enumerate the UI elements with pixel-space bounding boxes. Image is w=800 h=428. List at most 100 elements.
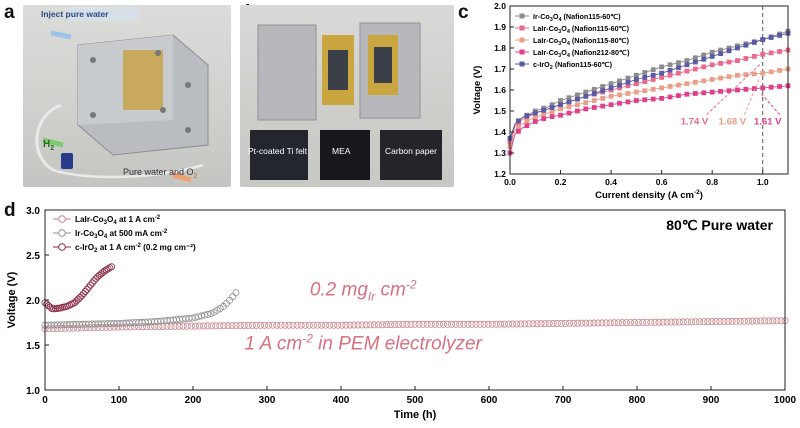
chart-d-point (545, 320, 553, 328)
chart-d-loading-annotation: 0.2 mgIr cm-2 (310, 278, 417, 304)
chart-d-point (570, 319, 578, 327)
chart-c-series-line (509, 49, 789, 143)
chart-d-point (370, 321, 378, 329)
chart-c-point (574, 102, 580, 108)
chart-d-point (643, 318, 651, 326)
chart-c-point (574, 108, 580, 114)
chart-c-point (768, 84, 774, 90)
chart-c-point (608, 81, 614, 87)
chart-c-point (684, 91, 690, 97)
chart-d-point (252, 321, 260, 329)
chart-d-point (647, 318, 655, 326)
chart-d-point (521, 320, 529, 328)
chart-c-point (566, 99, 572, 105)
chart-c-point (650, 86, 656, 92)
chart-d-point (509, 320, 517, 328)
chart-c-point (642, 79, 648, 84)
chart-d-point (472, 320, 480, 328)
chart-c-point (566, 95, 572, 101)
chart-c-point (583, 93, 589, 99)
chart-c-point (684, 81, 690, 87)
chart-c-point (516, 124, 521, 130)
chart-c-point (751, 54, 757, 59)
chart-d-point (305, 321, 313, 329)
chart-d-point (61, 324, 69, 332)
chart-d-point (761, 317, 769, 325)
chart-d-point (171, 322, 179, 330)
chart-c-annotation-arrow (759, 91, 781, 115)
chart-d-point (586, 319, 594, 327)
chart-c-annotation-label: 1.74 V (681, 117, 709, 128)
chart-c-point (718, 75, 724, 81)
chart-d-point (553, 319, 561, 327)
chart-d-point (90, 324, 98, 332)
chart-c-legend-marker (519, 49, 525, 55)
chart-c-point (709, 77, 715, 82)
chart-d-point (232, 322, 240, 330)
chart-d-point (208, 322, 216, 330)
chart-d-point (236, 322, 244, 330)
chart-d-point (692, 318, 700, 326)
chart-d-point (46, 303, 54, 311)
chart-d-condition: 80℃ Pure water (666, 217, 773, 233)
chart-c-point (566, 104, 572, 110)
chart-c-point (591, 105, 597, 110)
chart-d-point (194, 313, 202, 321)
chart-c-xtick-label: 0.4 (605, 177, 617, 187)
chart-d-point (452, 320, 460, 328)
chart-c-legend-entry: c-IrO2 (Nafion115-60℃) (533, 60, 613, 71)
chart-d-point (191, 322, 199, 330)
chart-d-point (74, 324, 82, 332)
chart-c-xtick-label: 0.6 (656, 177, 668, 187)
chart-c-point (608, 93, 614, 99)
chart-d-point (700, 318, 708, 326)
chart-c-point (558, 98, 563, 103)
chart-d-legend-entry: c-IrO2 at 1 A cm-2 (0.2 mg cm⁻²) (75, 243, 196, 254)
chart-c-legend-marker (519, 37, 525, 43)
chart-d-point (216, 322, 224, 330)
chart-c-point (760, 85, 766, 91)
chart-d-point (322, 321, 330, 329)
chart-c-point (735, 45, 740, 51)
chart-c-ytick-label: 1.7 (494, 64, 506, 74)
chart-d-point (748, 317, 756, 325)
chart-d-point (606, 319, 614, 327)
chart-c-point (667, 68, 673, 73)
chart-c-point (524, 123, 530, 129)
chart-c-point (684, 58, 690, 63)
chart-c-point (532, 114, 538, 120)
electrolyzer-illustration (35, 7, 209, 183)
chart-d-point (500, 320, 508, 328)
chart-c-point (625, 75, 631, 81)
chart-d-point (57, 324, 65, 332)
chart-d-point (378, 321, 386, 329)
chart-d-point (769, 317, 777, 325)
chart-d-point (618, 319, 626, 327)
chart-c-point (549, 105, 555, 110)
chart-c-annotation-arrow (706, 64, 761, 116)
chart-c-legend-marker (519, 61, 525, 67)
chart-d-point (505, 320, 513, 328)
chart-d-point (561, 319, 569, 327)
chart-d-point (187, 322, 195, 330)
chart-d-point (317, 321, 325, 329)
chart-c-point (684, 68, 690, 74)
chart-d-point (228, 322, 236, 330)
chart-c-point (633, 89, 639, 95)
chart-c-point (751, 40, 757, 45)
chart-d-point (582, 319, 590, 327)
chart-d-point (248, 321, 256, 329)
chart-d-point (261, 321, 269, 329)
chart-d-point (126, 323, 134, 331)
chart-d-point (651, 318, 659, 326)
chart-c-point (659, 64, 665, 70)
chart-d-point (557, 319, 565, 327)
chart-c-point (633, 72, 639, 78)
chart-c-point (583, 100, 589, 105)
chart-d-legend-entry: LaIr-Co3O4 at 1 A cm-2 (75, 215, 161, 226)
components-illustration (250, 22, 442, 180)
chart-d-point (765, 317, 773, 325)
chart-d-point (716, 317, 724, 325)
chart-c-ytick-label: 1.4 (494, 127, 506, 137)
chart-c-point (617, 82, 622, 88)
